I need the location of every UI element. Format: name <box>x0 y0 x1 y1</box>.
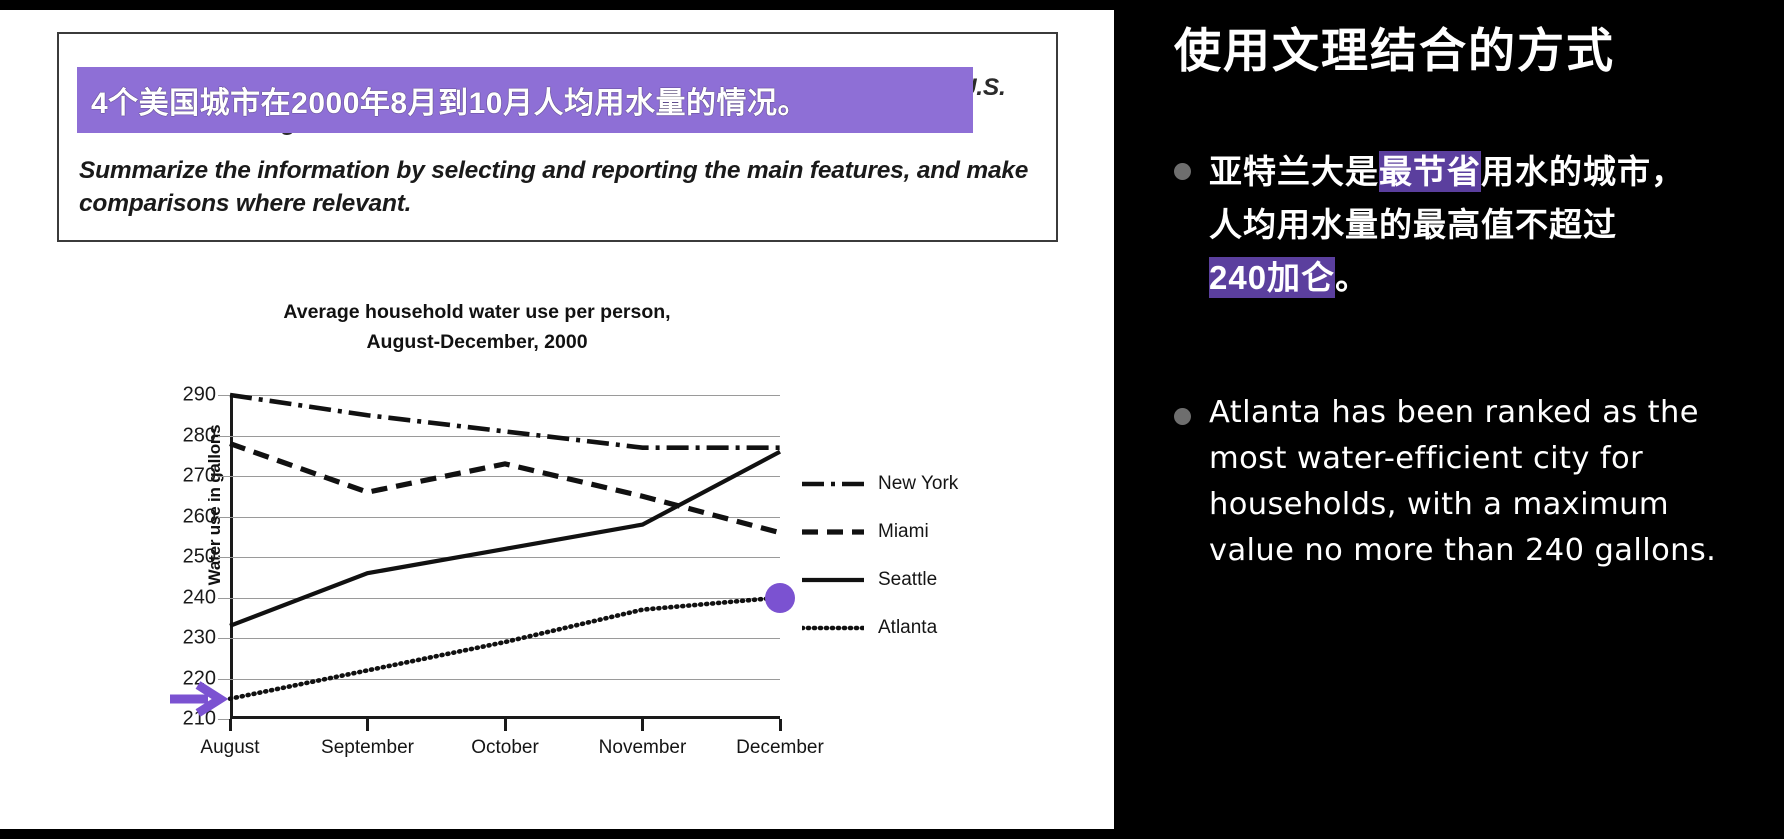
y-axis-tick-label: 240 <box>182 586 216 608</box>
y-axis-tick-label: 260 <box>182 505 216 527</box>
highlighted-phrase: 最节省 <box>1379 151 1481 192</box>
x-axis-tick-label: October <box>471 737 539 758</box>
bullet-chinese-line: 人均用水量的最高值不超过 <box>1209 198 1685 251</box>
legend-label: Miami <box>878 521 929 542</box>
legend-label: New York <box>878 473 959 494</box>
legend-swatch-icon <box>802 573 864 587</box>
y-axis-tick-label: 280 <box>182 424 216 446</box>
y-axis-tick <box>218 395 230 397</box>
gridline <box>230 557 780 559</box>
plain-phrase: 人均用水量的最高值不超过 <box>1209 206 1617 243</box>
plain-phrase: 。 <box>1335 259 1370 296</box>
y-axis-tick <box>218 638 230 640</box>
gridline <box>230 678 780 680</box>
gridline <box>230 638 780 640</box>
x-axis-tick <box>366 719 369 731</box>
x-axis-tick-label: December <box>736 737 824 758</box>
y-axis-tick <box>218 597 230 599</box>
series-lines <box>227 392 783 702</box>
gridline <box>230 435 780 437</box>
legend-item-atlanta[interactable]: Atlanta <box>799 604 1052 652</box>
legend-label: Seattle <box>878 569 938 590</box>
y-axis-tick <box>218 678 230 680</box>
y-axis-tick-label: 210 <box>182 707 216 730</box>
x-axis-tick <box>641 719 644 731</box>
y-axis-tick <box>218 435 230 437</box>
gridline <box>230 597 780 599</box>
x-axis-tick-label: November <box>598 737 687 758</box>
prompt-chinese-highlight-band <box>77 67 973 133</box>
prompt-chinese-overlay: 4个美国城市在2000年8月到10月人均用水量的情况。 <box>91 87 808 120</box>
y-axis-tick <box>218 516 230 518</box>
series-line-miami <box>229 441 781 536</box>
legend-swatch-icon <box>799 621 867 635</box>
y-axis-tick <box>218 557 230 559</box>
x-axis-tick <box>503 719 507 731</box>
gridline <box>230 516 780 518</box>
notes-panel: 使用文理结合的方式 亚特兰大是最节省用水的城市， 人均用水量的最高值不超过 240加… <box>1114 0 1784 839</box>
task-panel: The graph below shows the average househ… <box>0 10 1114 829</box>
x-axis-tick <box>228 719 232 731</box>
x-axis-tick-label: September <box>321 737 414 758</box>
plain-phrase: 亚特兰大是 <box>1209 153 1379 190</box>
bullet-english-line: Atlanta has been ranked as the <box>1209 395 1699 430</box>
bullet-english-line: value no more than 240 gallons. <box>1209 533 1717 568</box>
legend-swatch-icon <box>802 525 864 539</box>
bullet-chinese-line: 240加仑。 <box>1209 251 1685 304</box>
y-axis-tick <box>218 476 230 478</box>
bullet-dot-icon <box>1174 163 1191 180</box>
chart-title-line1: Average household water use per person, <box>283 301 671 323</box>
legend-swatch-icon <box>802 477 864 491</box>
bullet-chinese-line: 亚特兰大是最节省用水的城市， <box>1209 145 1685 198</box>
legend-item-seattle[interactable]: Seattle <box>802 556 1052 604</box>
atlanta-december-marker <box>765 582 795 613</box>
legend-label: Atlanta <box>878 617 938 638</box>
line-chart: Average household water use per person, … <box>57 265 1058 765</box>
y-axis-tick-label: 220 <box>182 667 216 689</box>
chart-title: Average household water use per person, … <box>57 297 897 357</box>
y-axis-tick-label: 290 <box>182 383 216 406</box>
gridline <box>230 476 780 478</box>
x-axis-tick-label: August <box>200 737 260 758</box>
prompt-box: The graph below shows the average househ… <box>57 32 1058 242</box>
bullet-english: Atlanta has been ranked as the most water… <box>1174 390 1784 574</box>
series-line-atlanta <box>227 595 783 702</box>
legend-item-new-york[interactable]: New York <box>802 460 1052 508</box>
x-axis-line <box>230 715 780 719</box>
x-axis-tick <box>778 719 782 731</box>
plot-area: Water use in gallons 290 280 270 260 250 240 2… <box>170 384 824 758</box>
y-axis-tick-label: 250 <box>182 545 216 568</box>
bullet-chinese: 亚特兰大是最节省用水的城市， 人均用水量的最高值不超过 240加仑。 <box>1174 145 1774 304</box>
notes-title: 使用文理结合的方式 <box>1174 24 1615 77</box>
prompt-instruction: Summarize the information by selecting a… <box>79 157 1029 217</box>
highlighted-phrase: 240加仑 <box>1209 257 1336 298</box>
legend-item-miami[interactable]: Miami <box>802 508 1052 556</box>
y-axis-tick-label: 270 <box>182 464 216 487</box>
bullet-english-line: most water-efficient city for <box>1209 441 1644 476</box>
plain-phrase: 用水的城市， <box>1481 153 1685 190</box>
bullet-dot-icon <box>1174 408 1191 425</box>
atlanta-august-arrow <box>168 679 230 724</box>
series-line-new-york <box>229 392 780 450</box>
y-axis-tick-label: 230 <box>182 626 216 649</box>
bullet-english-text: Atlanta has been ranked as the most water… <box>1209 390 1716 574</box>
series-line-seattle <box>229 449 781 628</box>
chart-legend: New York Miami Seattle Atlanta <box>799 460 1052 652</box>
bullet-chinese-text: 亚特兰大是最节省用水的城市， 人均用水量的最高值不超过 240加仑。 <box>1209 145 1685 304</box>
chart-title-line2: August-December, 2000 <box>366 331 588 353</box>
y-axis-tick <box>218 719 230 721</box>
bullet-english-line: households, with a maximum <box>1209 487 1669 522</box>
gridline <box>230 395 780 397</box>
